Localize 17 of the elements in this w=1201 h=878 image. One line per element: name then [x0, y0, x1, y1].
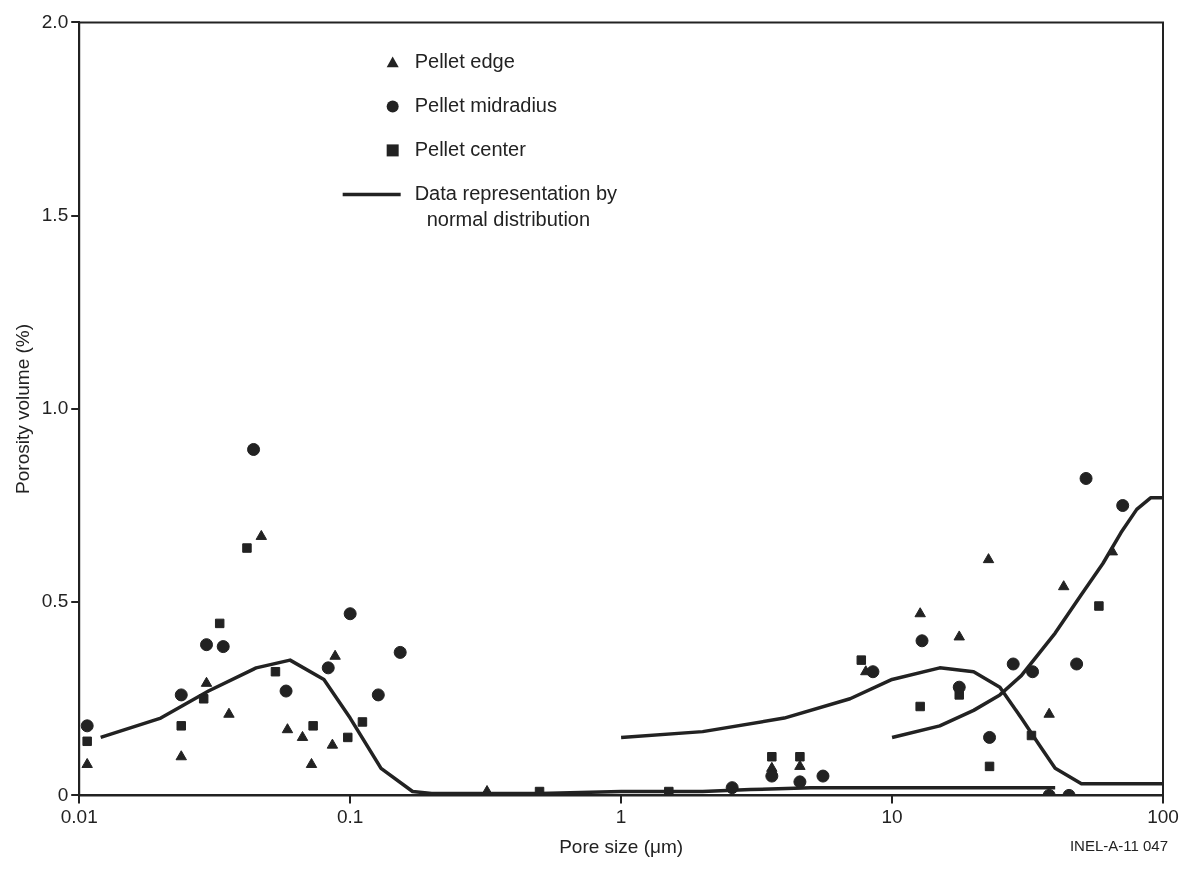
x-tick-label: 1: [615, 806, 627, 828]
x-tick-label: 100: [1147, 806, 1179, 828]
x-tick-label: 0.1: [336, 806, 364, 828]
y-tick-label: 0: [57, 783, 69, 805]
x-tick-label: 0.01: [60, 806, 98, 828]
legend-label: Pellet edge: [414, 49, 515, 72]
y-axis-title: Porosity volume (%): [11, 323, 33, 494]
y-tick-label: 1.5: [41, 203, 69, 225]
x-axis-title: Pore size (μm): [559, 835, 684, 857]
legend-label: Pellet center: [414, 137, 527, 160]
legend-label: Data representation by normal distribution: [414, 181, 618, 230]
y-tick-label: 0.5: [41, 590, 69, 612]
y-tick-label: 2.0: [41, 10, 69, 32]
text: INEL-A-11 047: [1069, 837, 1168, 855]
legend-label: Pellet midradius: [414, 93, 557, 116]
x-tick-label: 10: [881, 806, 903, 828]
y-tick-label: 1.0: [41, 397, 69, 419]
